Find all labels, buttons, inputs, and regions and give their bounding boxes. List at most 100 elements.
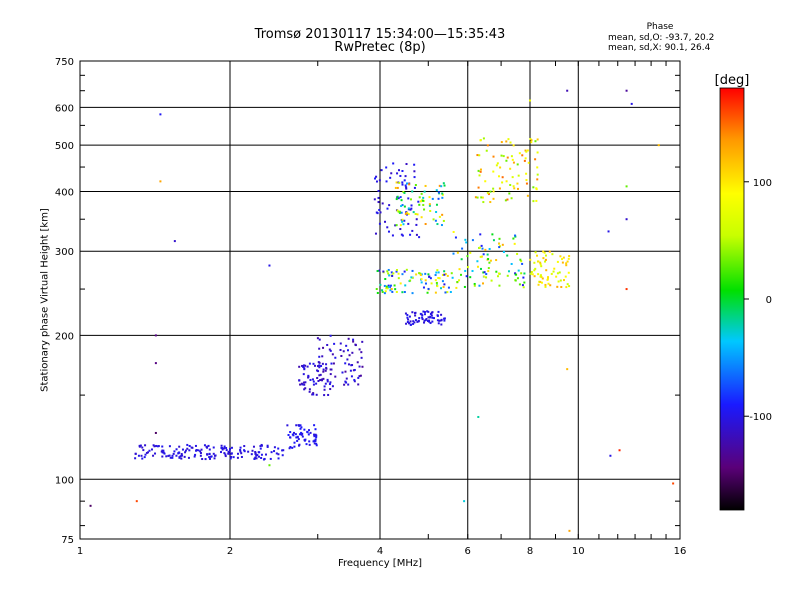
echo-point <box>403 291 406 294</box>
echo-point <box>314 433 317 436</box>
echo-point <box>420 281 423 284</box>
echo-point <box>393 284 396 287</box>
echo-point <box>547 276 550 279</box>
echo-point <box>465 275 468 278</box>
echo-point <box>292 431 295 434</box>
echo-point <box>489 190 492 193</box>
echo-point <box>429 277 432 280</box>
echo-point <box>315 436 318 439</box>
echo-point <box>607 230 610 233</box>
echo-point <box>330 362 333 365</box>
echo-point <box>505 159 508 162</box>
echo-point <box>312 393 315 396</box>
echo-point <box>303 428 306 431</box>
echo-point <box>540 265 543 268</box>
echo-point <box>277 447 280 450</box>
echo-point <box>302 373 305 376</box>
echo-point <box>314 438 317 441</box>
echo-point <box>384 278 387 281</box>
echo-point <box>423 208 426 211</box>
echo-point <box>427 273 430 276</box>
echo-point <box>538 280 541 283</box>
echo-point <box>544 254 547 257</box>
echo-point <box>277 453 280 456</box>
echo-point <box>411 276 414 279</box>
echo-point <box>340 354 343 357</box>
echo-point <box>357 383 360 386</box>
echo-point <box>260 443 263 446</box>
echo-point <box>443 184 446 187</box>
echo-point <box>533 275 536 278</box>
echo-point <box>395 198 398 201</box>
echo-point <box>135 500 138 503</box>
echo-point <box>293 441 296 444</box>
echo-point <box>516 182 519 185</box>
echo-point <box>339 348 342 351</box>
echo-point <box>318 338 321 341</box>
echo-point <box>397 181 400 184</box>
echo-point <box>300 433 303 436</box>
echo-point <box>539 274 542 277</box>
echo-point <box>225 449 228 452</box>
echo-point <box>485 149 488 152</box>
echo-point <box>204 458 207 461</box>
echo-point <box>307 376 310 379</box>
echo-point <box>537 273 540 276</box>
echo-point <box>150 448 153 451</box>
echo-point <box>186 443 189 446</box>
echo-point <box>379 283 382 286</box>
echo-point <box>480 267 483 270</box>
echo-point <box>523 272 526 275</box>
echo-point <box>329 368 332 371</box>
echo-point <box>161 455 164 458</box>
echo-point <box>240 455 243 458</box>
echo-point <box>148 449 151 452</box>
echo-point <box>530 141 533 144</box>
y-tick-label: 500 <box>55 141 74 152</box>
echo-point <box>304 381 307 384</box>
echo-point <box>243 450 246 453</box>
echo-point <box>497 272 500 275</box>
echo-point <box>437 322 440 325</box>
echo-point <box>417 200 420 203</box>
echo-point <box>329 349 332 352</box>
echo-point <box>459 273 462 276</box>
echo-point <box>259 445 262 448</box>
echo-point <box>361 340 364 343</box>
echo-point <box>405 163 408 166</box>
echo-point <box>179 455 182 458</box>
echo-point <box>531 273 534 276</box>
echo-point <box>555 275 558 278</box>
x-axis-label: Frequency [MHz] <box>337 558 423 569</box>
echo-point <box>404 175 407 178</box>
echo-point <box>518 152 521 155</box>
echo-point <box>389 176 392 179</box>
echo-point <box>482 271 485 274</box>
echo-point <box>407 222 410 225</box>
echo-point <box>396 186 399 189</box>
echo-point <box>516 187 519 190</box>
echo-point <box>322 346 325 349</box>
echo-point <box>547 282 550 285</box>
echo-point <box>417 319 420 322</box>
echo-point <box>418 203 421 206</box>
y-tick-label: 100 <box>55 475 74 486</box>
echo-point <box>230 455 233 458</box>
echo-point <box>395 270 398 273</box>
echo-point <box>153 445 156 448</box>
echo-point <box>411 269 414 272</box>
echo-point <box>562 279 565 282</box>
echo-point <box>529 137 532 140</box>
echo-point <box>269 457 272 460</box>
echo-point <box>630 102 633 105</box>
echo-point <box>440 224 443 227</box>
echo-point <box>401 273 404 276</box>
echo-point <box>378 208 381 211</box>
echo-point <box>516 252 519 255</box>
echo-point <box>443 319 446 322</box>
echo-point <box>404 312 407 315</box>
echo-point <box>444 273 447 276</box>
echo-point <box>405 268 408 271</box>
echo-point <box>525 150 528 153</box>
echo-point <box>395 224 398 227</box>
